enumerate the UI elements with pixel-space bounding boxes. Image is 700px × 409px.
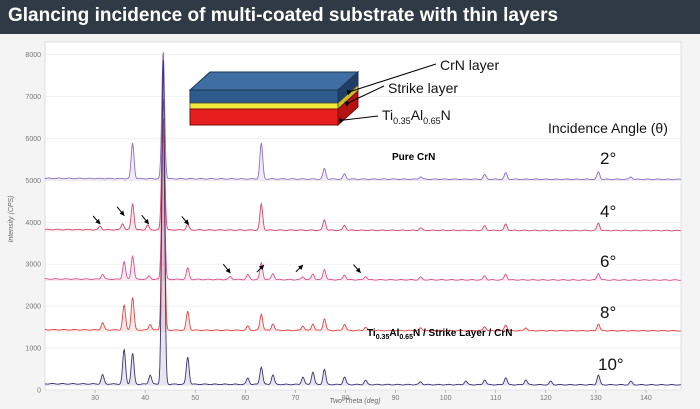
series-line-6° — [45, 128, 681, 281]
peak-arrow — [181, 216, 190, 225]
coated-sub-a: 0.35 — [376, 334, 390, 341]
angle-label-6: 6° — [600, 252, 616, 271]
peak-arrow — [222, 263, 231, 274]
y-tick-label: 8000 — [25, 52, 41, 59]
x-tick-label: 120 — [540, 395, 552, 402]
peak-arrow — [141, 214, 150, 225]
x-tick-label: 80 — [342, 395, 350, 402]
peak-arrow — [116, 206, 125, 216]
crn-layer-label: CrN layer — [440, 57, 499, 73]
y-tick-label: 0 — [37, 388, 41, 395]
x-tick-label: 130 — [590, 395, 602, 402]
xrd-chart: 0 1000 2000 3000 4000 5000 6000 7000 8000 30 40 50 6… — [8, 41, 682, 405]
title-bar: Glancing incidence of multi-coated subst… — [0, 0, 700, 34]
peak-arrow — [92, 215, 101, 225]
strike-layer-block — [189, 102, 339, 110]
slide-title: Glancing incidence of multi-coated subst… — [8, 5, 559, 26]
strike-pointer-arrow — [344, 85, 385, 107]
y-tick-label: 5000 — [25, 178, 41, 185]
crn-pointer-arrow — [346, 63, 437, 96]
y-tick-label: 4000 — [25, 220, 41, 227]
y-tick-label: 7000 — [25, 94, 41, 101]
x-tick-label: 110 — [490, 395, 501, 402]
angle-label-2: 2° — [600, 149, 616, 168]
angle-label-4: 4° — [600, 202, 616, 221]
coated-part-c: N / Strike Layer / CrN — [413, 328, 512, 339]
tialn-layer-label: Ti0.35Al0.65N — [382, 107, 451, 126]
coated-part-a: Ti — [367, 328, 376, 339]
x-tick-label: 90 — [392, 395, 400, 402]
series-line-2° — [44, 52, 681, 181]
pure-crn-label: Pure CrN — [392, 152, 435, 163]
series-line-4° — [44, 99, 681, 232]
y-tick-label: 3000 — [25, 262, 41, 269]
angle-label-10: 10° — [598, 355, 624, 374]
x-tick-label: 50 — [191, 395, 199, 402]
x-tick-label: 40 — [141, 395, 149, 402]
coated-part-b: Al — [389, 328, 399, 339]
coated-sub-b: 0.65 — [399, 334, 413, 341]
crn-layer-block — [189, 89, 339, 104]
x-tick-label: 70 — [291, 395, 299, 402]
x-tick-label: 30 — [91, 395, 99, 402]
peak-arrow — [353, 264, 361, 273]
peak-arrow — [295, 264, 304, 273]
series-line-8° — [44, 118, 681, 332]
coated-stack-label: Ti0.35Al0.65N / Strike Layer / CrN — [367, 328, 512, 341]
y-tick-label: 1000 — [25, 346, 41, 353]
strike-layer-label: Strike layer — [388, 80, 458, 96]
series-line-10° — [44, 60, 681, 386]
y-tick-label: 6000 — [25, 136, 41, 143]
x-axis-label: Two-Theta (deg) — [329, 398, 380, 405]
tialn-pointer-arrow — [338, 115, 379, 124]
angle-label-8: 8° — [600, 303, 616, 322]
plot-area — [44, 41, 682, 391]
peak-arrow — [256, 264, 265, 273]
x-tick-label: 100 — [440, 395, 452, 402]
incidence-angle-header: Incidence Angle (θ) — [548, 120, 668, 136]
y-tick-label: 2000 — [25, 304, 41, 311]
layer-schematic: CrN layer Strike layer Ti0.35Al0.65N — [188, 57, 499, 127]
x-tick-label: 140 — [640, 395, 652, 402]
tialn-layer-block — [189, 108, 339, 126]
x-tick-label: 60 — [241, 395, 249, 402]
y-axis-label: Intensity (CPS) — [8, 195, 15, 242]
